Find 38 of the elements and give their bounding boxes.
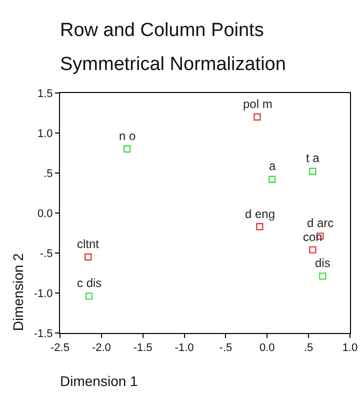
point [84,253,92,261]
point [256,223,264,230]
point [254,113,261,121]
annotation: con [303,230,322,244]
annotation: dis [315,256,330,270]
y-tick-label: 0.0 [38,208,53,220]
y-tick-label: -1.5 [34,328,53,340]
x-tick-label: .5 [304,342,314,354]
point [309,246,316,254]
x-tick-label: -2.0 [92,342,111,354]
chart-title: Row and Column Points [60,20,264,41]
x-tick-label: -1.5 [133,342,152,354]
annotation: a [269,159,276,173]
annotation: d eng [245,207,276,221]
y-tick-label: 1.0 [38,128,53,140]
x-axis-title: Dimension 1 [60,373,138,389]
x-tick-label: 0.0 [259,342,275,354]
y-tick-label: -1.0 [34,288,53,300]
point [309,168,316,175]
point [319,272,326,280]
point [85,292,93,300]
x-tick-label: -1.0 [174,342,194,354]
point [268,176,276,183]
x-tick-label: -2.5 [50,342,70,354]
x-tick-label: 1.0 [342,342,358,354]
annotation: n o [119,129,136,143]
point [124,145,131,153]
y-tick-label: 1.5 [38,88,53,100]
y-tick-label: -.5 [40,248,53,260]
annotation: pol m [243,97,272,111]
annotation: d arc [307,216,334,230]
y-axis-title: Dimension 2 [10,252,26,331]
annotation: c dis [77,276,102,290]
chart-subtitle: Symmetrical Normalization [60,54,286,75]
x-tick-label: -.5 [219,342,232,354]
y-tick-label: .5 [44,168,53,180]
annotation: t a [306,151,320,165]
annotation: cltnt [77,237,100,251]
